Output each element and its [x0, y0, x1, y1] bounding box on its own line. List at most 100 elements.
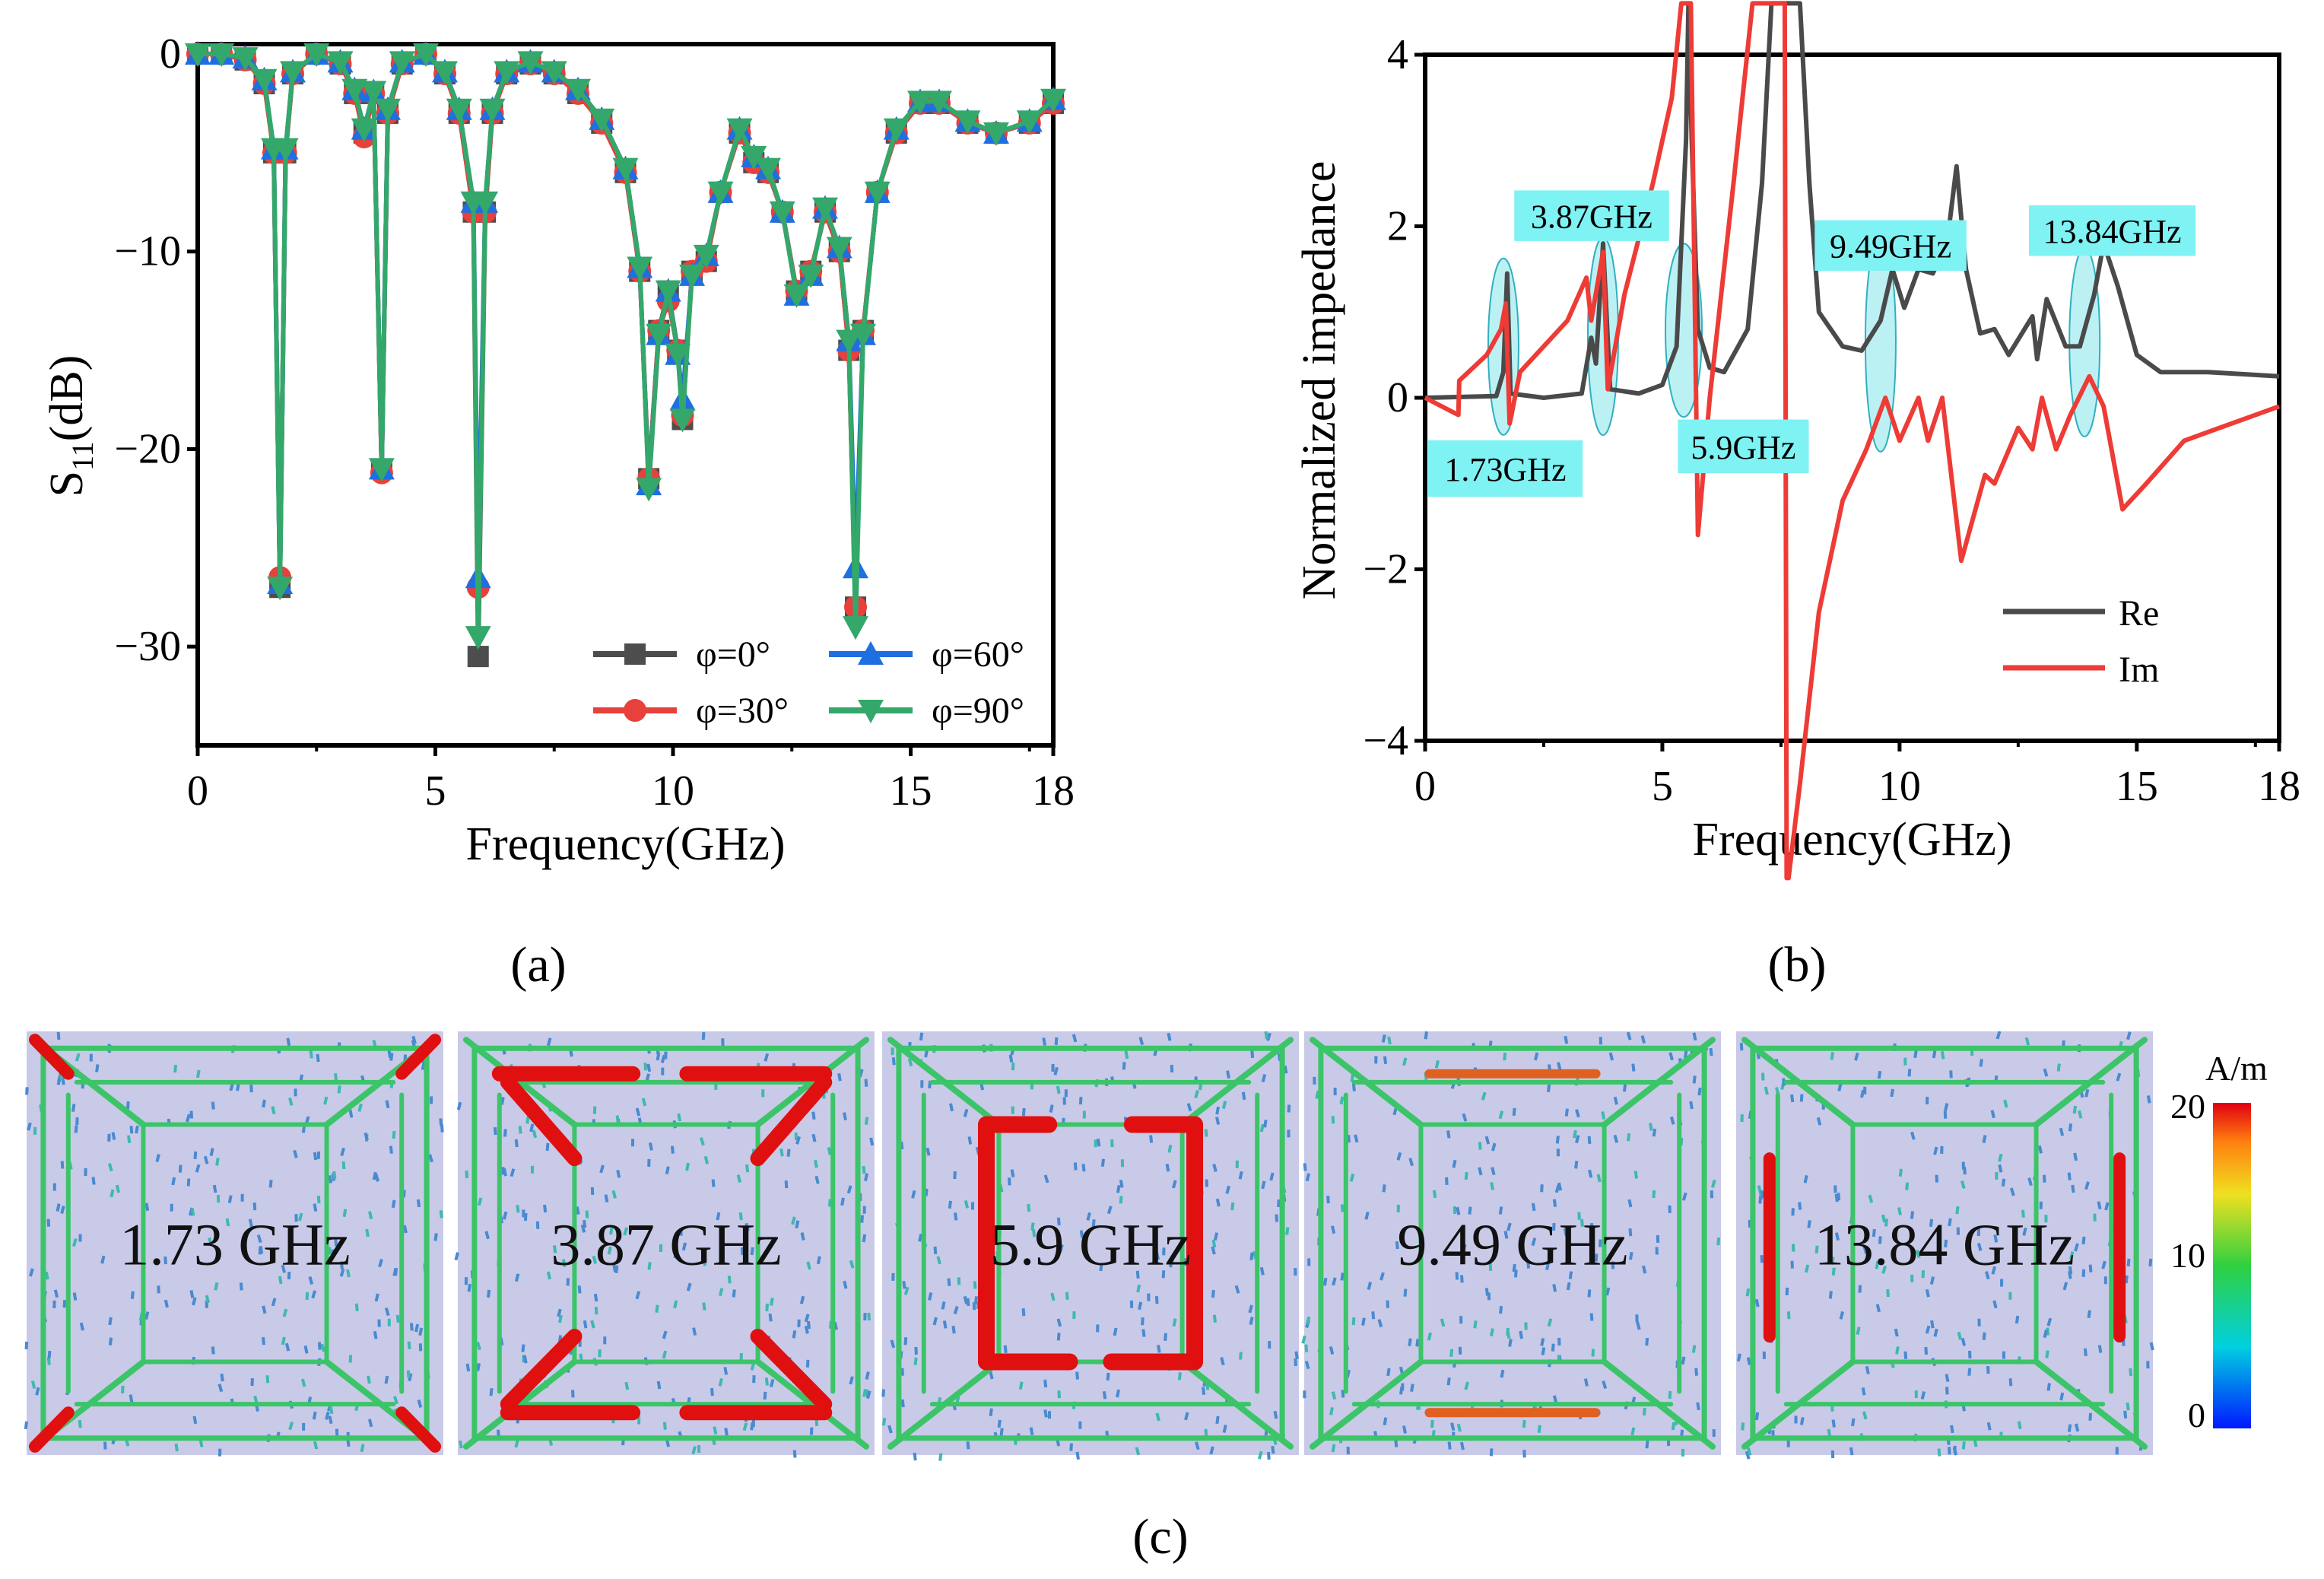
current-vectors [881, 1031, 1299, 1461]
data-point [907, 91, 933, 115]
vector-arrow [1329, 1407, 1334, 1415]
vector-arrow [214, 1282, 219, 1291]
y-axis-title-unit: (dB) [41, 355, 93, 442]
data-point [883, 118, 910, 142]
vector-arrow [1985, 1271, 1990, 1280]
vector-arrow [1452, 1159, 1457, 1168]
vector-arrow [791, 1216, 796, 1225]
vector-arrow [1868, 1194, 1874, 1203]
vector-arrow [1402, 1425, 1407, 1434]
vector-arrow [325, 1411, 330, 1420]
vector-arrow [1540, 1184, 1544, 1193]
vector-arrow [261, 1336, 265, 1345]
vector-arrow [1489, 1448, 1494, 1457]
vector-arrow [1884, 1218, 1889, 1227]
data-point [612, 157, 639, 182]
legend-marker [858, 700, 884, 723]
vector-arrow [125, 1101, 130, 1110]
vector-arrow [256, 1234, 262, 1244]
vector-arrow [35, 1387, 40, 1396]
vector-arrow [779, 1148, 784, 1157]
vector-arrow [1027, 1203, 1031, 1212]
vector-arrow [1552, 1284, 1557, 1292]
vector-arrow [71, 1104, 76, 1112]
data-point [755, 157, 781, 182]
vector-arrow [1575, 1109, 1580, 1118]
vector-arrow [1221, 1101, 1227, 1110]
annotation-label: 9.49GHz [1830, 228, 1951, 265]
current-distribution-maps: 1.73 GHz 3.87 GHz 5.9 GHz 9.49 GHz 13.84 GHz [24, 1031, 2154, 1461]
vector-arrow [2024, 1037, 2030, 1046]
vector-arrow [1410, 1384, 1414, 1392]
vector-arrow [686, 1282, 692, 1291]
vector-arrow [164, 1299, 169, 1308]
vector-arrow [1627, 1199, 1633, 1208]
vector-arrow [339, 1261, 344, 1269]
field-map-background [882, 1031, 1299, 1455]
frequency-label: 3.87 GHz [551, 1212, 781, 1278]
data-point [327, 51, 354, 75]
vector-arrow [1945, 1387, 1949, 1395]
field-map-background [1304, 1031, 1721, 1455]
vector-arrow [1361, 1317, 1366, 1326]
vector-arrow [1551, 1343, 1555, 1352]
vector-arrow [989, 1408, 993, 1417]
conductor-trace [462, 1358, 578, 1450]
series-φ=0° [187, 43, 1064, 668]
vector-arrow [954, 1212, 958, 1221]
vector-arrow [710, 1387, 714, 1396]
vector-arrow [727, 1276, 732, 1284]
vector-arrow [718, 1288, 724, 1297]
vector-arrow [2059, 1127, 2065, 1136]
vector-arrow [736, 1174, 741, 1183]
vector-arrow [1552, 1199, 1557, 1207]
vector-arrow [1803, 1174, 1808, 1183]
vector-arrow [1990, 1110, 1995, 1119]
data-point [465, 626, 491, 650]
vector-arrow [439, 1210, 443, 1218]
vector-arrow [1164, 1333, 1167, 1341]
vector-arrow [297, 1212, 303, 1222]
vector-arrow [252, 1203, 257, 1211]
vector-arrow [1341, 1390, 1345, 1398]
vector-arrow [500, 1097, 505, 1105]
vector-arrow [418, 1327, 424, 1336]
vector-arrow [465, 1363, 471, 1372]
data-point [432, 61, 458, 85]
vector-arrow [1791, 1244, 1795, 1252]
vector-arrow [421, 1062, 426, 1070]
vector-arrow [1304, 1361, 1310, 1370]
vector-arrow [1424, 1031, 1428, 1040]
vector-arrow [1932, 1050, 1937, 1059]
vector-arrow [665, 1166, 670, 1175]
vector-arrow [800, 1232, 805, 1241]
vector-arrow [1212, 1163, 1218, 1172]
vector-arrow [367, 1375, 371, 1384]
vector-arrow [1269, 1172, 1275, 1181]
vector-arrow [1464, 1171, 1468, 1180]
vector-arrow [217, 1384, 224, 1393]
vector-arrow [1503, 1231, 1509, 1239]
legend-label: φ=30° [696, 691, 789, 731]
vector-arrow [1739, 1042, 1744, 1051]
vector-arrow [1872, 1228, 1876, 1237]
vector-arrow [392, 1267, 398, 1276]
vector-arrow [1925, 1325, 1931, 1334]
vector-arrow [1633, 1171, 1638, 1179]
vector-arrow [1075, 1371, 1079, 1380]
vector-arrow [24, 1421, 29, 1430]
vector-arrow [121, 1385, 125, 1394]
legend-label: φ=90° [932, 691, 1024, 731]
vector-arrow [864, 1079, 868, 1087]
vector-arrow [1383, 1417, 1388, 1426]
vector-arrow [1249, 1317, 1254, 1326]
vector-arrow [932, 1317, 938, 1326]
vector-arrow [1141, 1317, 1145, 1326]
vector-arrow [1211, 1239, 1217, 1248]
vector-arrow [2146, 1095, 2151, 1104]
data-point [494, 61, 520, 85]
vector-arrow [365, 1228, 370, 1237]
annotation-label: 1.73GHz [1444, 451, 1566, 488]
vector-arrow [1645, 1337, 1649, 1346]
vector-arrow [1447, 1441, 1452, 1450]
